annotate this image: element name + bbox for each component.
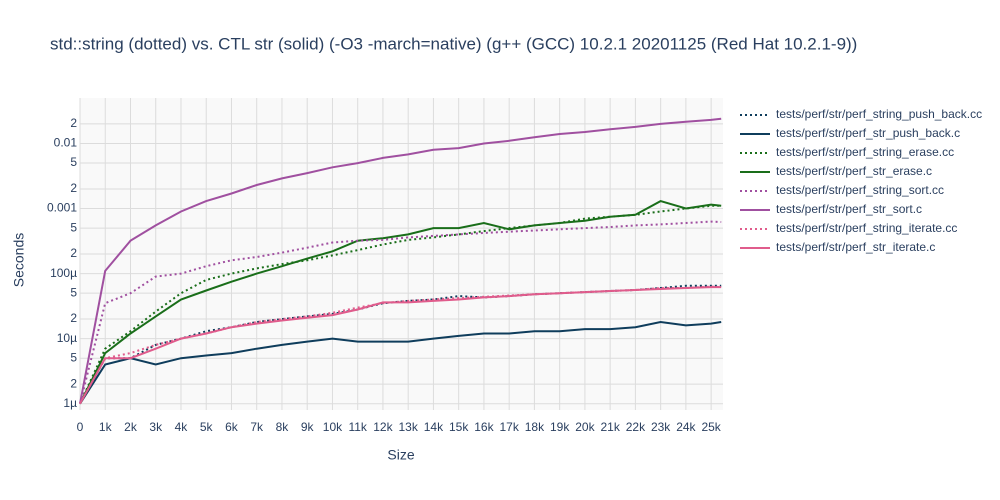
legend-text: tests/perf/str/perf_string_erase.cc bbox=[776, 145, 954, 159]
y-tick-label: 1µ bbox=[63, 396, 77, 410]
y-tick-label: 10µ bbox=[57, 331, 77, 345]
x-tick-label: 0 bbox=[77, 420, 84, 434]
x-tick-label: 5k bbox=[200, 420, 214, 434]
x-axis-title: Size bbox=[387, 447, 414, 463]
chart-title: std::string (dotted) vs. CTL str (solid)… bbox=[50, 34, 857, 53]
y-tick-label: 0.001 bbox=[47, 201, 77, 215]
y-tick-label: 5 bbox=[70, 350, 77, 364]
y-tick-label: 2 bbox=[70, 181, 77, 195]
x-tick-label: 18k bbox=[525, 420, 545, 434]
x-tick-label: 23k bbox=[651, 420, 671, 434]
y-tick-label: 2 bbox=[70, 246, 77, 260]
x-tick-label: 6k bbox=[225, 420, 239, 434]
series-line bbox=[79, 117, 722, 404]
x-tick-label: 20k bbox=[575, 420, 595, 434]
x-tick-label: 2k bbox=[124, 420, 138, 434]
x-tick-label: 21k bbox=[600, 420, 620, 434]
x-tick-label: 3k bbox=[149, 420, 163, 434]
x-tick-label: 10k bbox=[323, 420, 343, 434]
legend-text: tests/perf/str/perf_string_iterate.cc bbox=[776, 221, 957, 235]
x-tick-label: 7k bbox=[250, 420, 264, 434]
x-tick-label: 8k bbox=[276, 420, 290, 434]
x-tick-label: 13k bbox=[399, 420, 419, 434]
y-tick-label: 2 bbox=[70, 376, 77, 390]
y-tick-label: 5 bbox=[70, 155, 77, 169]
y-tick-label: 100µ bbox=[50, 266, 77, 280]
series-line bbox=[79, 200, 722, 405]
series-line bbox=[79, 320, 722, 405]
legend-text: tests/perf/str/perf_str_erase.c bbox=[776, 164, 932, 178]
series-line bbox=[79, 220, 722, 404]
x-tick-label: 22k bbox=[626, 420, 646, 434]
x-tick-label: 9k bbox=[301, 420, 315, 434]
y-axis-title: Seconds bbox=[11, 233, 27, 287]
legend-text: tests/perf/str/perf_string_sort.cc bbox=[776, 183, 944, 197]
legend-text: tests/perf/str/perf_str_push_back.c bbox=[776, 126, 960, 140]
x-tick-label: 15k bbox=[449, 420, 469, 434]
x-tick-label: 1k bbox=[99, 420, 113, 434]
x-tick-label: 12k bbox=[373, 420, 393, 434]
x-tick-label: 11k bbox=[348, 420, 367, 434]
series-line bbox=[79, 286, 722, 405]
y-tick-label: 2 bbox=[70, 311, 77, 325]
y-tick-label: 0.01 bbox=[54, 136, 78, 150]
legend-text: tests/perf/str/perf_string_push_back.cc bbox=[776, 107, 982, 121]
y-tick-label: 5 bbox=[70, 285, 77, 299]
x-tick-label: 25k bbox=[701, 420, 721, 434]
x-tick-label: 19k bbox=[550, 420, 570, 434]
x-tick-label: 4k bbox=[175, 420, 189, 434]
legend-text: tests/perf/str/perf_str_sort.c bbox=[776, 202, 922, 216]
x-tick-label: 16k bbox=[474, 420, 494, 434]
x-tick-label: 17k bbox=[499, 420, 519, 434]
y-tick-label: 2 bbox=[70, 116, 77, 130]
x-tick-label: 14k bbox=[424, 420, 444, 434]
x-tick-label: 24k bbox=[676, 420, 696, 434]
y-tick-label: 5 bbox=[70, 220, 77, 234]
legend-text: tests/perf/str/perf_str_iterate.c bbox=[776, 240, 935, 254]
